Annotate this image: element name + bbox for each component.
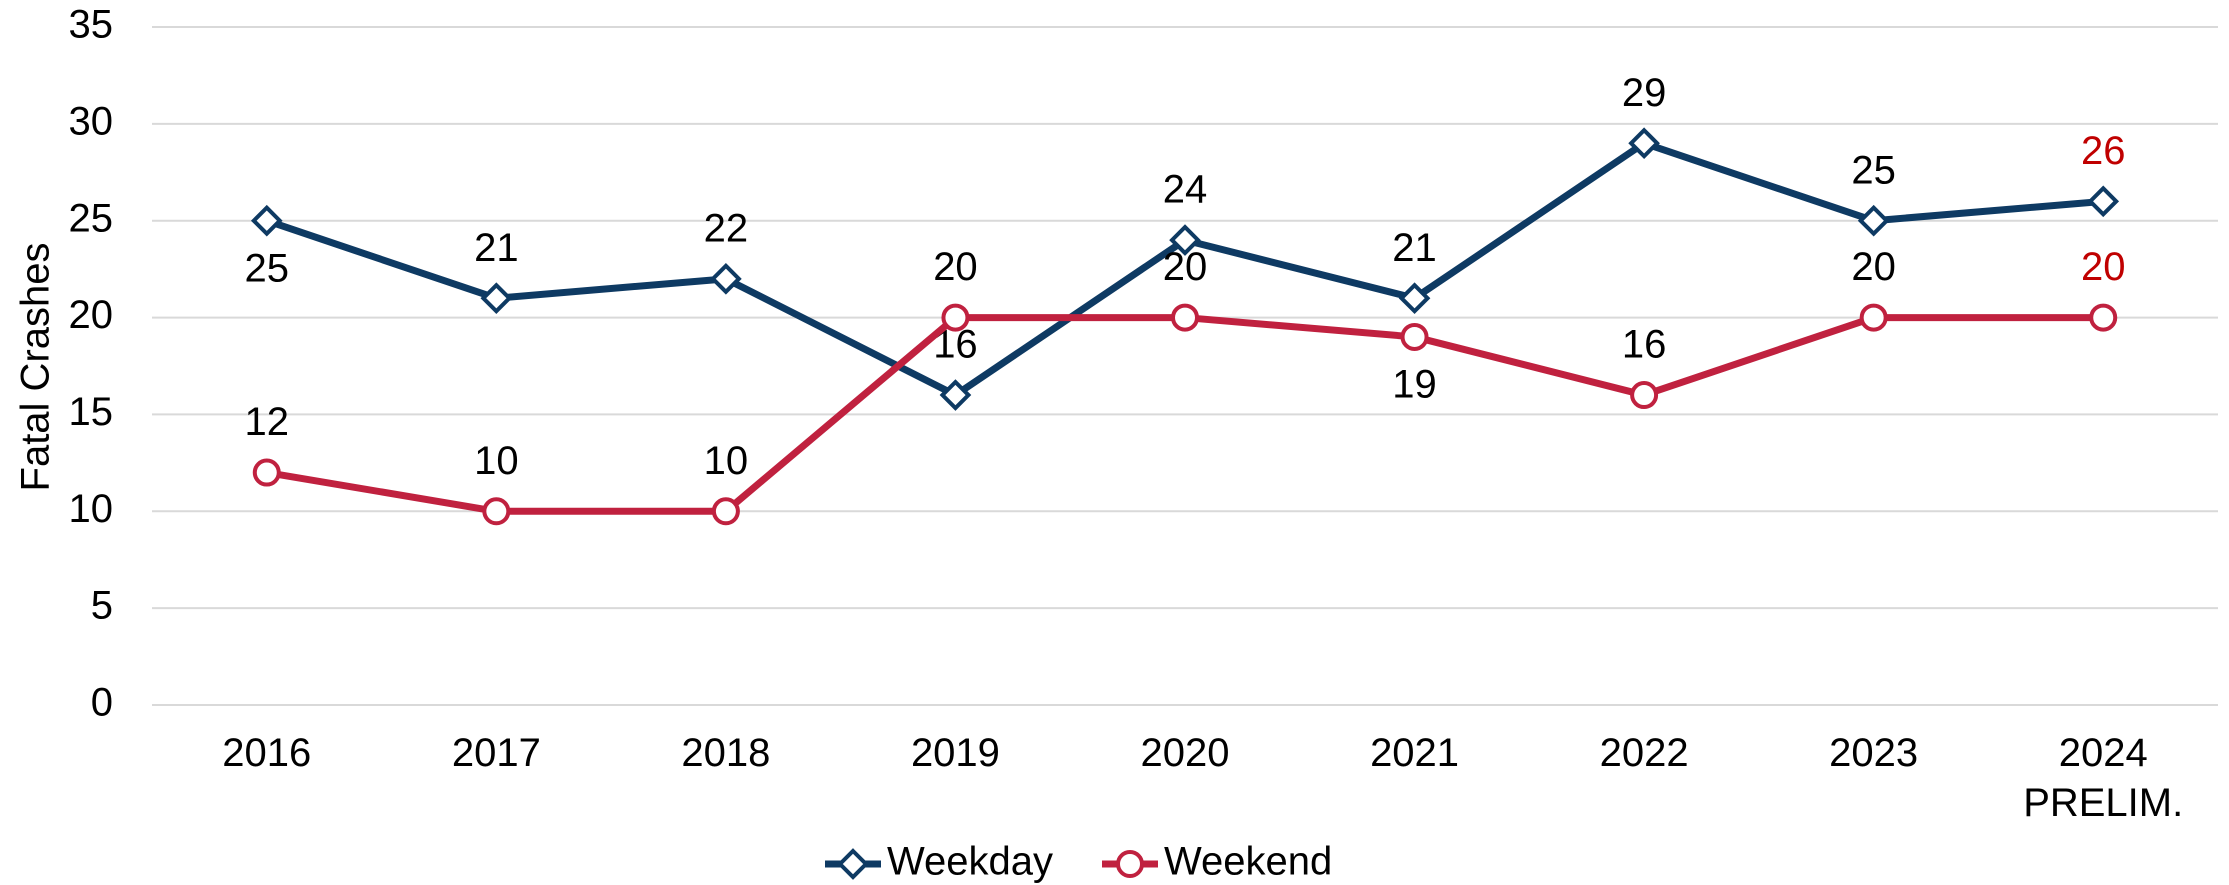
legend-label: Weekend [1164, 840, 1332, 884]
marker [1171, 303, 1199, 332]
data-label: 26 [2081, 129, 2126, 173]
marker [1628, 127, 1660, 160]
marker [2087, 185, 2120, 218]
x-tick-line: PRELIM. [2023, 781, 2183, 825]
marker [941, 303, 970, 332]
x-tick-label: 2021 [1370, 731, 1459, 775]
marker [250, 204, 283, 237]
marker [480, 282, 513, 315]
x-tick-label: 2019 [911, 731, 1000, 775]
marker [1169, 224, 1201, 256]
x-tick-label: 2023 [1829, 731, 1918, 775]
data-label: 24 [1163, 168, 1208, 212]
data-label: 29 [1622, 71, 1667, 115]
marker [1630, 381, 1659, 410]
marker [482, 497, 511, 526]
x-tick-label: 2020 [1141, 731, 1230, 775]
data-label: 25 [245, 246, 290, 290]
marker [711, 497, 740, 526]
x-tick-line: 2016 [222, 731, 311, 775]
data-label: 16 [1622, 323, 1667, 367]
marker [710, 263, 742, 295]
x-tick-label: 2018 [681, 731, 770, 775]
data-label: 10 [474, 439, 519, 483]
data-label: 22 [704, 206, 749, 250]
data-label: 21 [474, 226, 519, 270]
y-tick-label: 25 [69, 196, 114, 240]
data-label: 19 [1392, 363, 1437, 407]
y-tick-label: 30 [69, 99, 114, 143]
data-label: 20 [933, 245, 978, 289]
x-tick-line: 2018 [681, 731, 770, 775]
y-axis-title: Fatal Crashes [14, 243, 58, 492]
y-tick-label: 0 [91, 681, 113, 725]
data-label: 20 [1851, 245, 1896, 289]
y-tick-label: 10 [69, 487, 114, 531]
data-label: 21 [1392, 226, 1437, 270]
data-label: 20 [1163, 245, 1208, 289]
marker [252, 458, 281, 487]
x-tick-line: 2023 [1829, 731, 1918, 775]
x-tick-label: 2022 [1600, 731, 1689, 775]
x-tick-line: 2017 [452, 731, 541, 775]
marker [2089, 303, 2118, 332]
legend-label: Weekday [887, 840, 1053, 884]
data-label: 20 [2081, 245, 2126, 289]
x-tick-line: 2022 [1600, 731, 1689, 775]
x-tick-label: 2024 PRELIM. [2023, 731, 2183, 825]
data-label: 10 [704, 439, 749, 483]
x-tick-label: 2017 [452, 731, 541, 775]
x-tick-label: 2016 [222, 731, 311, 775]
x-tick-line: 2024 [2059, 731, 2148, 775]
x-tick-line: 2019 [911, 731, 1000, 775]
marker [1857, 204, 1890, 237]
marker [1398, 282, 1431, 315]
y-tick-label: 15 [69, 390, 114, 434]
data-label: 12 [245, 400, 290, 444]
y-tick-label: 35 [69, 3, 114, 47]
marker [837, 848, 869, 880]
data-label: 25 [1851, 148, 1896, 192]
y-tick-label: 5 [91, 584, 113, 628]
y-tick-label: 20 [69, 293, 114, 337]
x-tick-line: 2021 [1370, 731, 1459, 775]
marker [939, 379, 972, 411]
marker [1400, 322, 1429, 351]
x-tick-line: 2020 [1141, 731, 1230, 775]
marker [1859, 303, 1888, 332]
marker [1116, 850, 1144, 878]
